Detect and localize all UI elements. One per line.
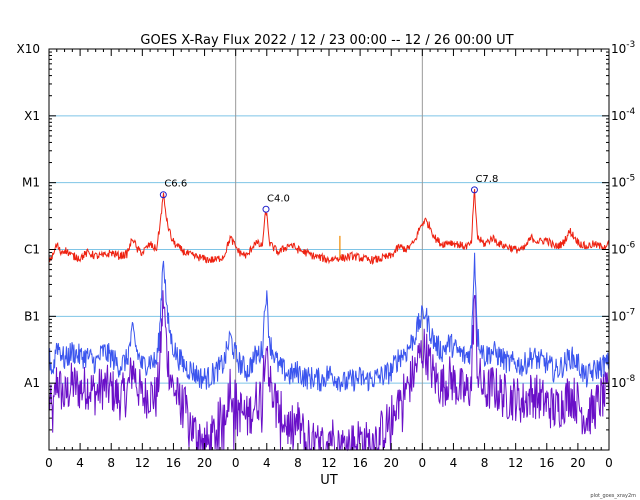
y-tick-label-left: A1 (24, 376, 40, 390)
y-tick-label-left: C1 (24, 243, 40, 257)
flare-marker (470, 186, 478, 194)
x-tick-label: 20 (570, 456, 585, 470)
x-tick-label: 4 (76, 456, 84, 470)
y-tick-label-left: X10 (17, 42, 41, 56)
x-tick-label: 8 (481, 456, 489, 470)
x-tick-label: 12 (321, 456, 336, 470)
y-tick-label-right: 10-3 (611, 40, 635, 56)
grid-layer (49, 49, 609, 450)
flare-label: C7.8 (475, 174, 498, 185)
x-tick-label: 0 (45, 456, 53, 470)
axes-layer: A1 B1 C1 M1 X1 X10 10-8 10-7 10-6 10-5 10-4 10-3 0 4 8… (17, 40, 636, 470)
x-tick-label: 0 (605, 456, 613, 470)
credit-text: plot_goes_xray2m (590, 493, 636, 499)
x-tick-label: 16 (166, 456, 181, 470)
x-tick-label: 0 (232, 456, 240, 470)
y-tick-label-left: B1 (24, 309, 40, 323)
x-tick-label: 16 (539, 456, 554, 470)
y-tick-label-right: 10-8 (611, 374, 636, 390)
x-tick-label: 16 (352, 456, 367, 470)
x-axis-label: UT (320, 473, 338, 488)
annotation-layer: C6.6 C4.0 C7.8 (159, 174, 498, 213)
flare-label: C4.0 (267, 193, 290, 204)
x-tick-label: 8 (107, 456, 115, 470)
y-tick-label-right: 10-6 (611, 241, 636, 257)
chart-title: GOES X-Ray Flux 2022 / 12 / 23 00:00 -- … (140, 33, 513, 48)
x-tick-label: 12 (135, 456, 150, 470)
x-tick-label: 0 (419, 456, 427, 470)
y-tick-label-left: X1 (24, 109, 40, 123)
x-tick-label: 20 (197, 456, 212, 470)
flare-marker (159, 191, 167, 199)
y-tick-label-right: 10-5 (611, 174, 635, 190)
x-tick-label: 8 (294, 456, 302, 470)
flux-series-long (48, 188, 610, 266)
flux-series-short_b (48, 290, 610, 452)
x-tick-label: 20 (384, 456, 399, 470)
series-layer (48, 188, 610, 452)
y-tick-label-right: 10-4 (611, 107, 636, 123)
y-tick-label-left: M1 (22, 176, 40, 190)
x-tick-label: 4 (450, 456, 458, 470)
flare-marker (262, 205, 270, 213)
flare-label: C6.6 (164, 179, 187, 190)
flux-series-short_a (48, 252, 610, 392)
x-tick-label: 4 (263, 456, 271, 470)
x-tick-label: 12 (508, 456, 523, 470)
y-tick-label-right: 10-7 (611, 307, 635, 323)
